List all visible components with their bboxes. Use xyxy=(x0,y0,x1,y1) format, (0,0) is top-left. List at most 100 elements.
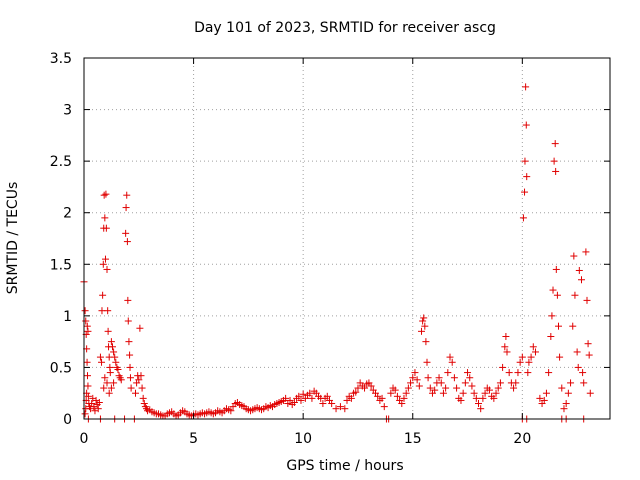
data-point xyxy=(529,343,537,351)
data-point xyxy=(459,389,467,397)
data-point xyxy=(103,265,111,273)
data-point xyxy=(525,358,533,366)
data-point xyxy=(95,398,103,406)
y-tick-label: 0.5 xyxy=(50,360,72,376)
data-point xyxy=(82,317,90,325)
data-point xyxy=(137,372,145,380)
data-point xyxy=(328,400,336,408)
x-tick-label: 20 xyxy=(513,431,531,447)
data-point xyxy=(470,389,478,397)
data-point xyxy=(361,384,369,392)
data-point xyxy=(514,369,522,377)
data-point xyxy=(485,386,493,394)
data-point xyxy=(578,276,586,284)
data-point xyxy=(112,358,120,366)
data-point xyxy=(580,379,588,387)
data-point xyxy=(336,403,344,411)
data-point xyxy=(421,322,429,330)
data-point xyxy=(418,327,426,335)
y-tick-labels: 0 0.5 1 1.5 2 2.5 3 3.5 xyxy=(50,51,72,428)
data-point xyxy=(522,121,530,129)
data-point xyxy=(100,191,108,199)
data-point xyxy=(123,238,131,246)
data-point xyxy=(548,312,556,320)
y-tick-label: 2.5 xyxy=(50,154,72,170)
data-point xyxy=(585,351,593,359)
data-point xyxy=(584,340,592,348)
data-point xyxy=(140,400,148,408)
data-point xyxy=(111,353,119,361)
data-point xyxy=(477,405,485,413)
data-point xyxy=(499,363,507,371)
data-point xyxy=(490,394,498,402)
data-point xyxy=(457,396,465,404)
data-point xyxy=(81,307,89,315)
data-point xyxy=(571,291,579,299)
data-point xyxy=(127,384,135,392)
data-point xyxy=(519,214,527,222)
data-point xyxy=(332,405,340,413)
data-point xyxy=(575,266,583,274)
data-point xyxy=(503,348,511,356)
data-point xyxy=(540,396,548,404)
data-point xyxy=(124,317,132,325)
data-point xyxy=(110,379,118,387)
data-point xyxy=(426,384,434,392)
data-point xyxy=(552,265,560,273)
data-point xyxy=(431,386,439,394)
data-point xyxy=(352,388,360,396)
data-point xyxy=(562,400,570,408)
data-point xyxy=(391,386,399,394)
data-point xyxy=(347,394,355,402)
data-point xyxy=(492,389,500,397)
data-point xyxy=(502,332,510,340)
data-point xyxy=(442,384,450,392)
data-point xyxy=(124,296,132,304)
data-point xyxy=(550,157,558,165)
data-point xyxy=(138,384,146,392)
data-point xyxy=(125,338,133,346)
data-point xyxy=(114,365,122,373)
data-point xyxy=(103,379,111,387)
data-point xyxy=(422,338,430,346)
data-point xyxy=(551,140,559,148)
data-point xyxy=(437,379,445,387)
y-tick-label: 1.5 xyxy=(50,257,72,273)
data-point xyxy=(453,384,461,392)
data-point xyxy=(547,332,555,340)
data-point xyxy=(435,374,443,382)
y-tick-label: 0 xyxy=(63,412,72,428)
data-point xyxy=(420,314,428,322)
data-point xyxy=(84,372,92,380)
data-point xyxy=(501,343,509,351)
x-tick-label: 5 xyxy=(189,431,198,447)
data-point xyxy=(83,358,91,366)
data-point xyxy=(531,348,539,356)
data-point xyxy=(536,394,544,402)
data-point xyxy=(560,405,568,413)
data-point xyxy=(378,394,386,402)
data-point xyxy=(400,394,408,402)
data-point xyxy=(319,400,327,408)
data-point xyxy=(413,376,421,384)
x-axis-label: GPS time / hours xyxy=(286,458,403,474)
data-point xyxy=(556,353,564,361)
data-point xyxy=(475,400,482,408)
data-point xyxy=(101,214,109,222)
data-point xyxy=(481,389,489,397)
data-point xyxy=(100,384,108,392)
data-point xyxy=(374,392,382,400)
data-point xyxy=(553,291,561,299)
data-point xyxy=(573,348,581,356)
data-point xyxy=(444,369,452,377)
data-point xyxy=(122,229,130,237)
data-point xyxy=(496,379,504,387)
data-point xyxy=(468,382,476,390)
data-point xyxy=(104,307,112,315)
data-point xyxy=(84,382,92,390)
data-point xyxy=(227,407,235,415)
data-point xyxy=(545,369,553,377)
data-point xyxy=(354,384,362,392)
data-point xyxy=(518,353,526,361)
